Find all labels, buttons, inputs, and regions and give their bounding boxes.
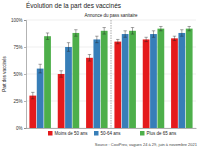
error-bar (46, 33, 49, 39)
y-axis: 0% 25% 50% 75% 100% (11, 18, 27, 131)
bar (186, 29, 193, 128)
tick-mark (24, 128, 26, 129)
error-bar (116, 39, 119, 43)
source: Source : CoviPrev, vagues 24 à 29, juin … (95, 142, 198, 147)
tick-mark (24, 20, 26, 21)
axis-title: Part des vaccinés (2, 55, 7, 91)
error-bar (74, 30, 77, 36)
tick-label: 75% (13, 45, 22, 50)
error-bar (188, 26, 191, 30)
error-bar (152, 31, 155, 37)
annotation: Annonce du pass sanitaire (84, 13, 138, 18)
bar (72, 33, 79, 128)
tick-label: 50% (13, 72, 22, 77)
error-bar (67, 43, 70, 52)
tick: 100% (11, 18, 26, 23)
title: Évolution de la part des vaccinés (26, 1, 122, 10)
bar (37, 69, 44, 128)
tick-mark (24, 101, 26, 102)
bar (93, 39, 100, 128)
bar (86, 58, 93, 128)
series (44, 26, 192, 128)
legend-item: 50-64 ans (94, 131, 121, 136)
error-bar (173, 36, 176, 40)
tick: 50% (13, 72, 26, 77)
axis-line (24, 21, 27, 129)
plot: 0% 25% 50% 75% 100% Annonce du pass sanitaire (11, 13, 197, 131)
legend-swatch (48, 131, 53, 136)
bar (29, 96, 36, 128)
bar (65, 47, 72, 128)
axis-line (27, 128, 197, 129)
error-bar (38, 64, 41, 73)
error-bar (144, 37, 147, 41)
legend-label: Moins de 50 ans (55, 131, 89, 136)
tick-mark (24, 74, 26, 75)
bar (129, 31, 136, 128)
legend-label: 50-64 ans (101, 131, 122, 136)
grid (26, 20, 196, 128)
error-bar (88, 55, 91, 61)
tick-label: 0% (16, 126, 23, 131)
error-bar (103, 28, 106, 34)
legend-label: Plus de 65 ans (147, 131, 178, 136)
tick-mark (24, 47, 26, 48)
error-bar (159, 26, 162, 30)
tick: 25% (13, 99, 26, 104)
error-bar (131, 28, 134, 34)
bar (157, 29, 164, 128)
chart: 0% 25% 50% 75% 100% Annonce du pass sanitaire… (0, 0, 200, 150)
bar (122, 34, 129, 128)
x-axis (27, 128, 197, 130)
legend-swatch (94, 131, 99, 136)
legend-item: Moins de 50 ans (48, 131, 88, 136)
grid-line (26, 47, 196, 48)
annotation-line (111, 20, 112, 128)
tick-label: 25% (13, 99, 22, 104)
error-bar (95, 36, 98, 42)
error-bar (180, 30, 183, 36)
legend: Moins de 50 ans 50-64 ans Plus de 65 ans (48, 131, 177, 136)
legend-item: Plus de 65 ans (140, 131, 177, 136)
tick-label: 100% (11, 18, 23, 23)
tick: 75% (13, 45, 26, 50)
error-bar (31, 92, 34, 98)
bar (44, 36, 51, 128)
bar (178, 33, 185, 128)
bar (171, 38, 178, 128)
error-bar (59, 71, 62, 77)
error-bar (123, 31, 126, 37)
tick: 0% (16, 126, 26, 131)
bar (101, 31, 108, 128)
bar (58, 74, 65, 128)
legend-swatch (140, 131, 145, 136)
bar (114, 42, 121, 128)
bar (150, 34, 157, 128)
bar (143, 39, 150, 128)
